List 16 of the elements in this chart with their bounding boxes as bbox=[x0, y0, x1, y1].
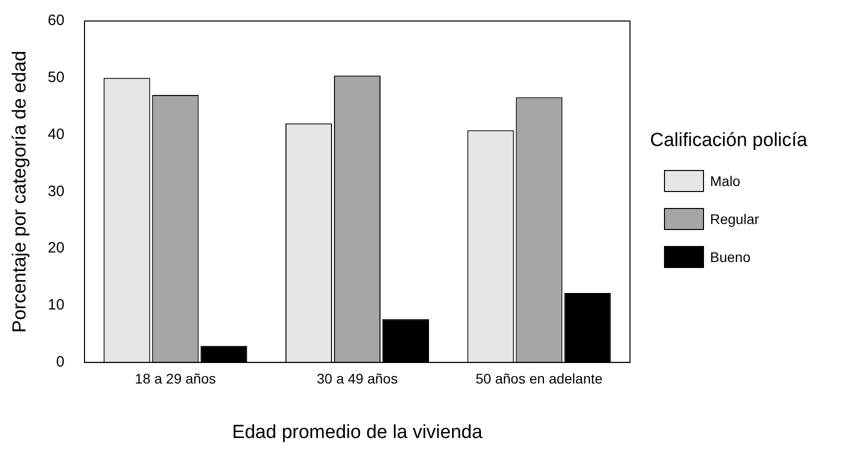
x-tick-label: 50 años en adelante bbox=[476, 370, 603, 387]
y-tick-label: 50 bbox=[48, 69, 64, 86]
x-tick-label: 30 a 49 años bbox=[316, 370, 398, 387]
legend-label: Regular bbox=[710, 211, 760, 227]
y-tick-label: 20 bbox=[48, 240, 64, 257]
x-axis-title: Edad promedio de la vivienda bbox=[232, 422, 483, 443]
legend-label: Bueno bbox=[710, 249, 750, 265]
y-tick-label: 0 bbox=[56, 354, 64, 371]
y-tick-label: 60 bbox=[48, 12, 64, 30]
y-tick-label: 40 bbox=[48, 126, 64, 143]
legend-label: Malo bbox=[710, 173, 740, 189]
y-tick-label: 30 bbox=[48, 182, 64, 200]
y-axis-title: Porcentaje por categoría de edad bbox=[10, 50, 31, 333]
x-tick-label: 18 a 29 años bbox=[134, 370, 216, 387]
legend-title: Calificación policía bbox=[650, 130, 808, 152]
y-tick-label: 10 bbox=[48, 296, 64, 314]
